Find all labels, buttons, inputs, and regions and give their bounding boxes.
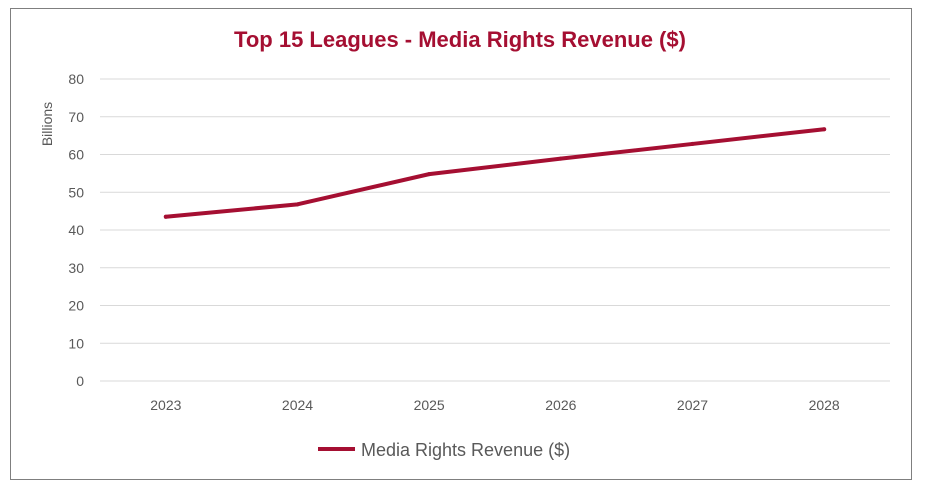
data-point xyxy=(822,127,827,132)
data-point xyxy=(558,156,563,161)
data-point xyxy=(690,141,695,146)
data-point xyxy=(295,202,300,207)
y-tick-label: 50 xyxy=(68,184,84,200)
x-tick-label: 2027 xyxy=(677,397,708,413)
series-line xyxy=(163,127,827,219)
y-tick-label: 0 xyxy=(76,373,84,389)
y-axis-label: Billions xyxy=(39,102,55,146)
legend-label[interactable]: Media Rights Revenue ($) xyxy=(361,440,570,460)
x-tick-label: 2024 xyxy=(282,397,313,413)
x-tick-label: 2028 xyxy=(809,397,840,413)
y-tick-label: 60 xyxy=(68,147,84,163)
y-tick-label: 20 xyxy=(68,298,84,314)
y-tick-label: 70 xyxy=(68,109,84,125)
y-tick-label: 80 xyxy=(68,71,84,87)
x-tick-label: 2026 xyxy=(545,397,576,413)
y-tick-label: 10 xyxy=(68,335,84,351)
y-tick-label: 30 xyxy=(68,260,84,276)
x-tick-label: 2025 xyxy=(414,397,445,413)
y-tick-label: 40 xyxy=(68,222,84,238)
chart-title: Top 15 Leagues - Media Rights Revenue ($… xyxy=(234,27,686,52)
data-point xyxy=(427,172,432,177)
data-point xyxy=(163,214,168,219)
chart-frame xyxy=(10,8,912,480)
x-tick-label: 2023 xyxy=(150,397,181,413)
